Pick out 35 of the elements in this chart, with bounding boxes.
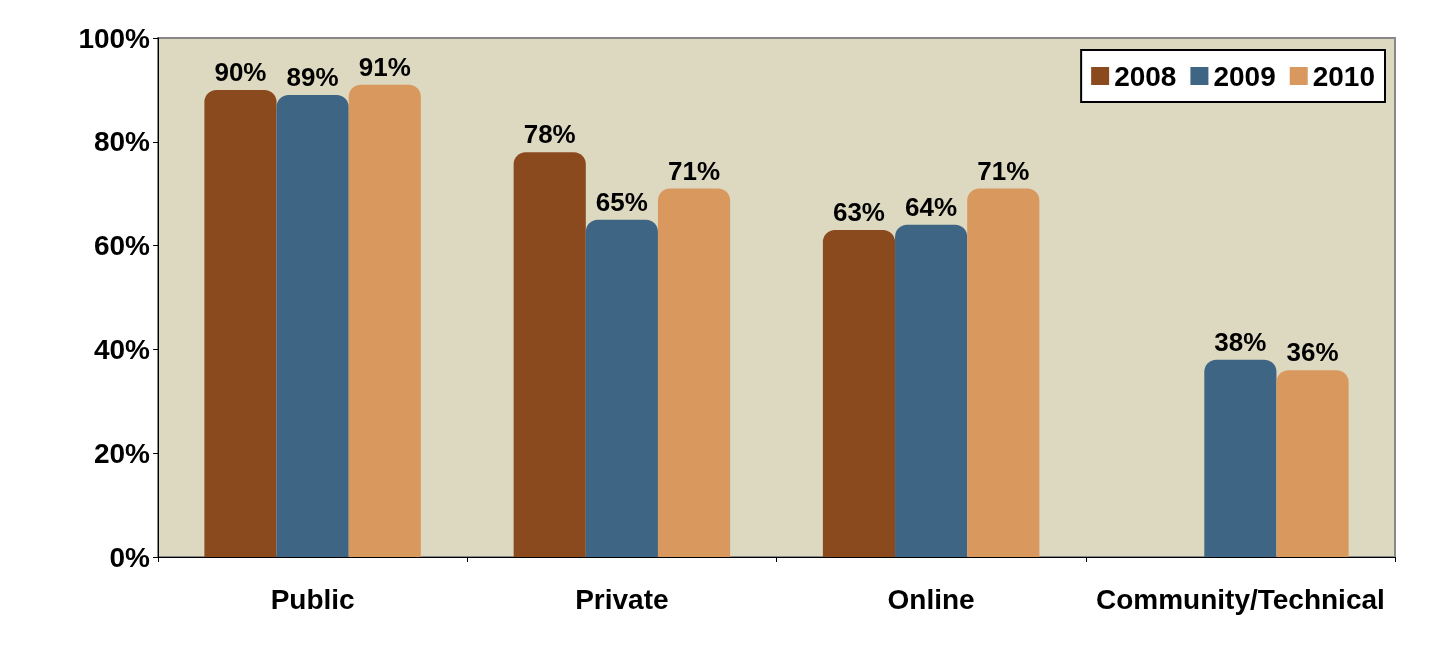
bar [204, 89, 277, 557]
bar [822, 230, 896, 557]
y-tick-label: 40% [93, 333, 151, 365]
data-label: 64% [905, 191, 958, 222]
bar [967, 188, 1040, 557]
data-label: 78% [523, 119, 576, 150]
x-tick-label: Online [887, 583, 975, 615]
legend-label: 2008 [1114, 60, 1177, 92]
bar [895, 224, 968, 557]
bar [657, 188, 731, 557]
bar [585, 219, 658, 557]
data-label: 71% [668, 155, 721, 186]
legend-label: 2009 [1213, 60, 1276, 92]
data-label: 71% [977, 155, 1030, 186]
bar [276, 95, 349, 557]
data-label: 36% [1286, 337, 1339, 368]
legend-label: 2010 [1312, 60, 1376, 92]
bar [1276, 370, 1349, 557]
y-tick-label: 0% [109, 541, 151, 573]
data-label: 89% [286, 62, 339, 93]
bar [1204, 359, 1277, 557]
y-tick-label: 100% [78, 22, 151, 54]
bar [513, 152, 586, 557]
x-tick-label: Private [575, 583, 669, 615]
y-tick-label: 80% [93, 126, 151, 158]
y-tick-label: 20% [93, 437, 151, 469]
x-tick-label: Community/Technical [1095, 583, 1385, 615]
x-tick-label: Public [270, 583, 355, 615]
data-label: 91% [358, 51, 411, 82]
data-label: 38% [1214, 326, 1267, 357]
bar [348, 84, 421, 557]
data-label: 65% [595, 186, 648, 217]
data-label: 90% [214, 56, 267, 87]
y-tick-label: 60% [93, 230, 151, 262]
data-label: 63% [832, 197, 885, 228]
